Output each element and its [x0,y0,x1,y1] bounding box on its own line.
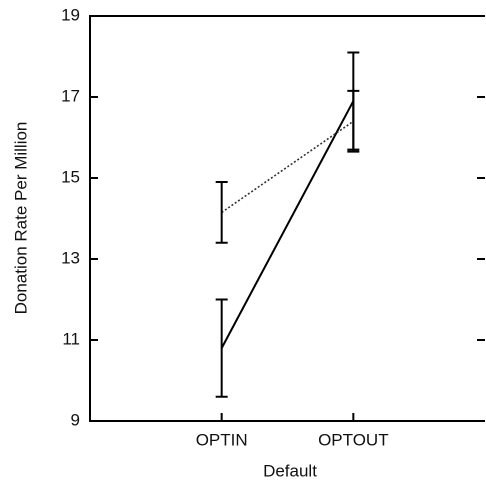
y-axis-label: Donation Rate Per Million [11,122,30,315]
series-line [221,120,354,214]
x-tick-label: OPTIN [196,430,248,449]
x-axis-label: Default [263,461,317,480]
y-tick-label: 13 [61,248,80,267]
series-line [220,100,355,349]
y-tick-label: 9 [71,410,80,429]
y-tick-label: 11 [62,329,80,348]
y-tick-label: 19 [61,5,80,24]
error-bar [215,298,228,398]
y-tick-label: 17 [61,86,80,105]
y-tick-label: 15 [61,167,80,186]
plot-frame [89,15,485,422]
error-bar [215,181,228,244]
error-bar [347,89,360,153]
x-tick-label: OPTOUT [318,430,389,449]
